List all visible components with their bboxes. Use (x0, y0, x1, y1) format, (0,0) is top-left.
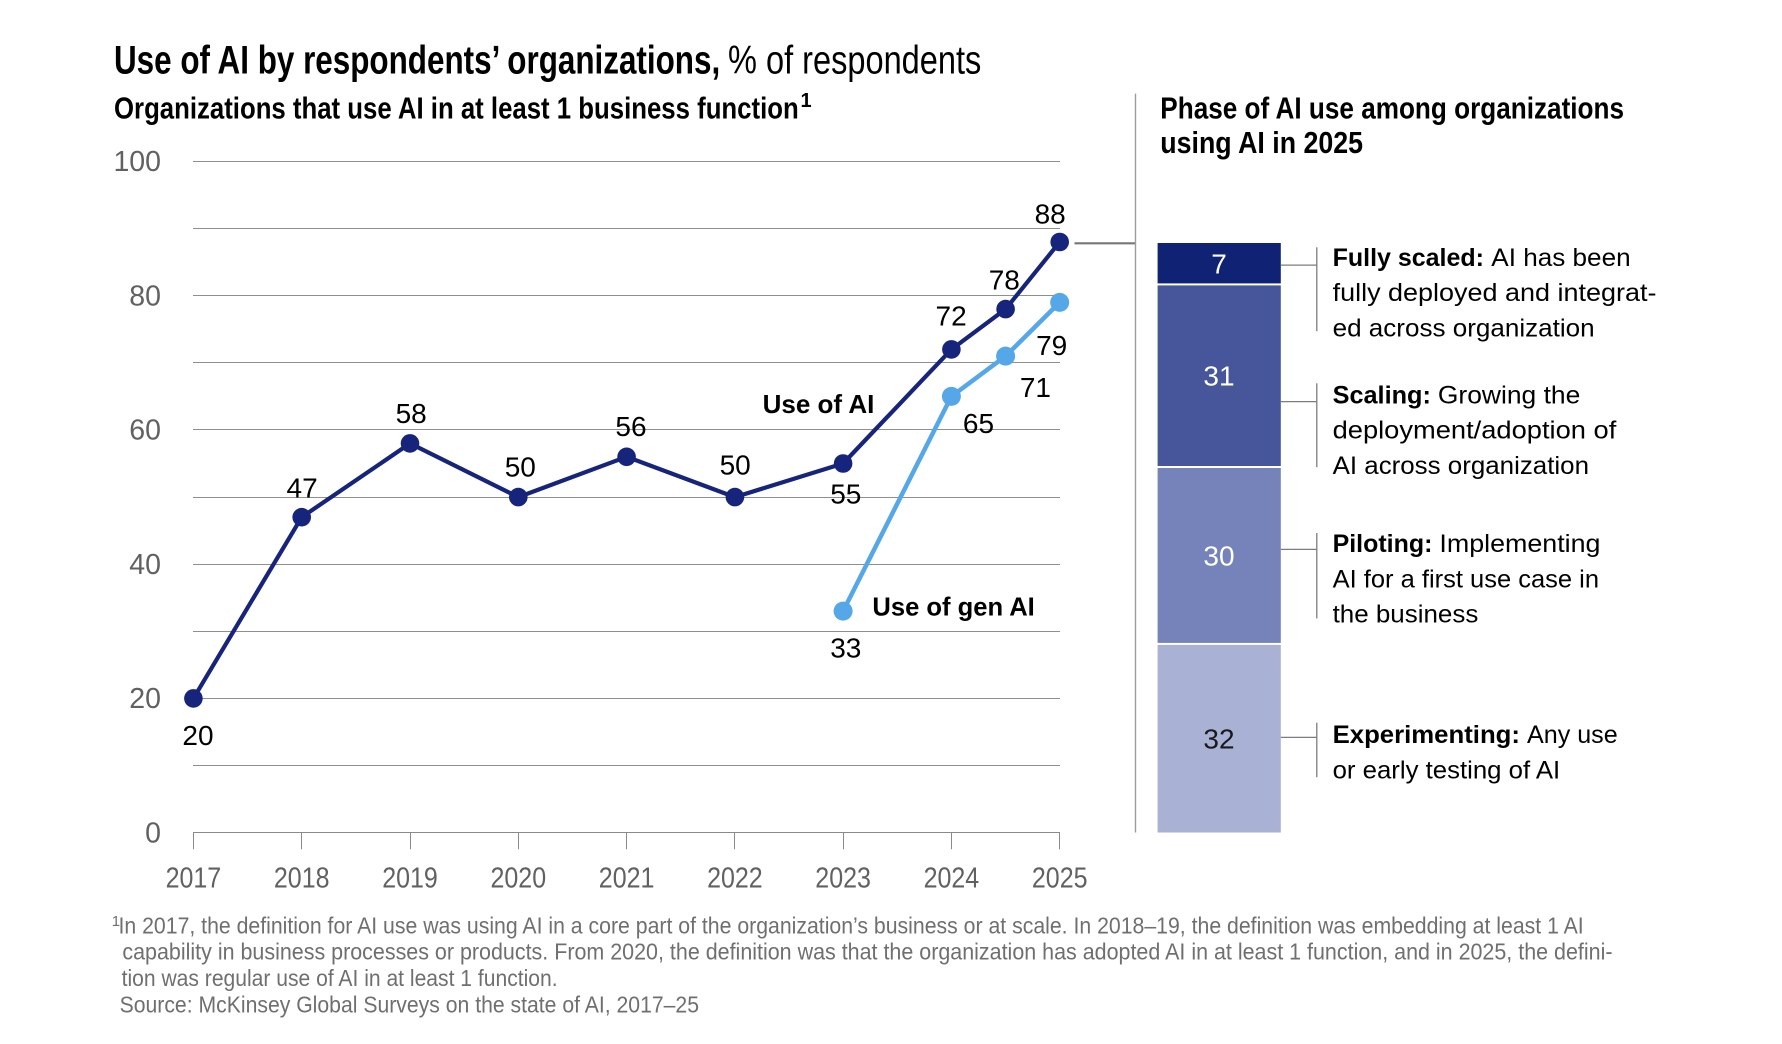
svg-text:Scaling:: Scaling: (1333, 381, 1431, 409)
svg-text:2025: 2025 (1032, 863, 1088, 895)
svg-text:Use of gen AI: Use of gen AI (872, 592, 1034, 622)
svg-text:80: 80 (129, 280, 161, 312)
svg-text:60: 60 (129, 415, 161, 447)
svg-text:or early testing of AI: or early testing of AI (1333, 756, 1561, 784)
svg-text:Organizations that use AI in a: Organizations that use AI in at least 1 … (114, 91, 799, 126)
svg-text:Phase of AI use among organiza: Phase of AI use among organizations (1160, 90, 1624, 125)
svg-text:47: 47 (287, 473, 318, 504)
svg-text:20: 20 (129, 683, 161, 715)
svg-text:50: 50 (720, 450, 751, 481)
svg-text:2021: 2021 (599, 863, 655, 895)
svg-text:2024: 2024 (924, 863, 980, 895)
svg-text:deployment/adoption of: deployment/adoption of (1333, 417, 1617, 445)
svg-text:ed across organization: ed across organization (1333, 314, 1595, 342)
svg-text:Experimenting:: Experimenting: (1333, 721, 1520, 749)
svg-text:71: 71 (1020, 372, 1051, 403)
svg-text:78: 78 (989, 265, 1020, 296)
svg-text:30: 30 (1203, 541, 1234, 572)
svg-text:Piloting:: Piloting: (1333, 530, 1433, 558)
svg-text:AI for a first use case in: AI for a first use case in (1333, 565, 1599, 593)
svg-text:Use of AI: Use of AI (763, 389, 875, 419)
svg-text:55: 55 (830, 479, 861, 510)
svg-text:Growing the: Growing the (1438, 381, 1580, 409)
svg-text:tion was regular use of AI in: tion was regular use of AI in at least 1… (122, 965, 558, 991)
svg-text:2017: 2017 (166, 863, 222, 895)
svg-text:Implementing: Implementing (1439, 530, 1600, 558)
svg-text:1: 1 (112, 913, 120, 930)
svg-text:% of respondents: % of respondents (728, 39, 981, 83)
svg-text:50: 50 (505, 452, 536, 483)
svg-text:Any use: Any use (1527, 721, 1618, 749)
svg-text:56: 56 (615, 411, 646, 442)
svg-text:2023: 2023 (815, 863, 871, 895)
svg-text:0: 0 (145, 817, 161, 849)
svg-text:32: 32 (1203, 724, 1234, 755)
svg-text:2020: 2020 (491, 863, 547, 895)
svg-text:88: 88 (1035, 199, 1066, 230)
svg-text:58: 58 (396, 398, 427, 429)
svg-text:79: 79 (1036, 330, 1067, 361)
svg-text:2019: 2019 (382, 863, 438, 895)
svg-text:7: 7 (1211, 249, 1227, 280)
svg-text:AI has been: AI has been (1491, 244, 1630, 272)
svg-text:2022: 2022 (707, 863, 763, 895)
svg-text:1: 1 (801, 90, 812, 112)
svg-text:20: 20 (182, 720, 213, 751)
svg-text:33: 33 (830, 632, 861, 663)
svg-text:Source: McKinsey Global Survey: Source: McKinsey Global Surveys on the s… (120, 992, 699, 1018)
svg-text:40: 40 (129, 549, 161, 581)
svg-text:65: 65 (963, 408, 994, 439)
svg-text:Fully scaled:: Fully scaled: (1333, 244, 1484, 272)
svg-text:using AI in 2025: using AI in 2025 (1160, 125, 1363, 160)
svg-text:100: 100 (113, 146, 161, 178)
svg-text:the business: the business (1333, 601, 1479, 629)
svg-text:In 2017, the definition for AI: In 2017, the definition for AI use was u… (119, 912, 1584, 938)
svg-text:fully deployed and integrat-: fully deployed and integrat- (1333, 279, 1657, 307)
svg-text:72: 72 (936, 300, 967, 331)
svg-text:2018: 2018 (274, 863, 330, 895)
svg-text:capability in business process: capability in business processes or prod… (122, 939, 1612, 965)
svg-text:Use of AI by respondents’ orga: Use of AI by respondents’ organizations, (114, 39, 720, 83)
svg-text:AI across organization: AI across organization (1333, 452, 1589, 480)
svg-text:31: 31 (1203, 361, 1234, 392)
